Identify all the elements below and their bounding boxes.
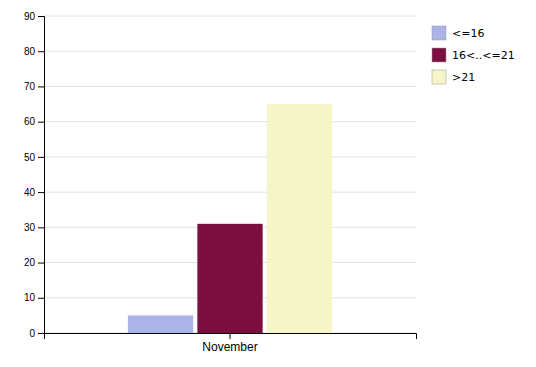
bar-series <box>267 104 332 333</box>
legend-swatch <box>432 26 446 40</box>
tick-mark <box>38 86 44 87</box>
chart: 0 10 20 30 40 50 60 70 80 90 November <=16 16<..<=21… <box>0 0 536 367</box>
tick: 10 <box>24 292 44 303</box>
tick-label: 40 <box>24 187 36 198</box>
grid-line <box>44 51 416 52</box>
legend-label: >21 <box>452 71 475 84</box>
legend-swatch <box>432 48 446 62</box>
grid <box>44 16 416 333</box>
tick: 0 <box>29 328 44 339</box>
tick-mark <box>38 51 44 52</box>
tick: November <box>202 333 257 354</box>
legend-item: <=16 <box>432 26 484 40</box>
axis-line <box>38 17 45 334</box>
bar <box>267 104 332 333</box>
legend: <=16 16<..<=21 >21 <box>432 26 515 84</box>
tick-mark <box>38 122 44 123</box>
grid-line <box>44 192 416 193</box>
bar <box>128 315 193 333</box>
plot-area: 0 10 20 30 40 50 60 70 80 90 November <box>24 11 417 354</box>
bar <box>197 224 262 333</box>
tick-label: 60 <box>24 116 36 127</box>
tick-mark <box>38 192 44 193</box>
x-axis: November <box>45 333 417 354</box>
grid-line <box>44 121 416 122</box>
legend-label: <=16 <box>452 27 484 40</box>
grid-line <box>44 156 416 157</box>
tick: 30 <box>24 222 44 233</box>
tick: 70 <box>24 81 44 92</box>
legend-item: >21 <box>432 70 475 84</box>
bar-series <box>128 315 193 333</box>
tick-mark <box>38 263 44 264</box>
tick-mark <box>38 16 44 17</box>
grid-line <box>44 86 416 87</box>
tick-label: 30 <box>24 222 36 233</box>
tick: 20 <box>24 257 44 268</box>
y-axis: 0 10 20 30 40 50 60 70 80 90 <box>24 11 45 339</box>
chart-container: 0 10 20 30 40 50 60 70 80 90 November <=16 16<..<=21… <box>0 0 536 367</box>
tick-mark <box>230 333 231 339</box>
tick-label: 20 <box>24 257 36 268</box>
tick: 80 <box>24 46 44 57</box>
legend-label: 16<..<=21 <box>452 49 515 62</box>
tick: 60 <box>24 116 44 127</box>
tick-label: 10 <box>24 292 36 303</box>
tick-label: 90 <box>24 11 36 22</box>
tick-mark <box>38 157 44 158</box>
tick-label: 0 <box>29 328 35 339</box>
bar-series <box>197 224 262 333</box>
tick-label: November <box>202 340 257 354</box>
tick: 40 <box>24 187 44 198</box>
tick: 50 <box>24 152 44 163</box>
tick-label: 80 <box>24 46 36 57</box>
axis-line <box>45 334 417 340</box>
tick-label: 70 <box>24 81 36 92</box>
grid-line <box>44 16 416 17</box>
tick-mark <box>38 227 44 228</box>
tick-mark <box>38 333 44 334</box>
legend-item: 16<..<=21 <box>432 48 515 62</box>
tick-label: 50 <box>24 152 36 163</box>
tick: 90 <box>24 11 44 22</box>
tick-mark <box>38 298 44 299</box>
legend-swatch <box>432 70 446 84</box>
bars <box>128 104 332 333</box>
